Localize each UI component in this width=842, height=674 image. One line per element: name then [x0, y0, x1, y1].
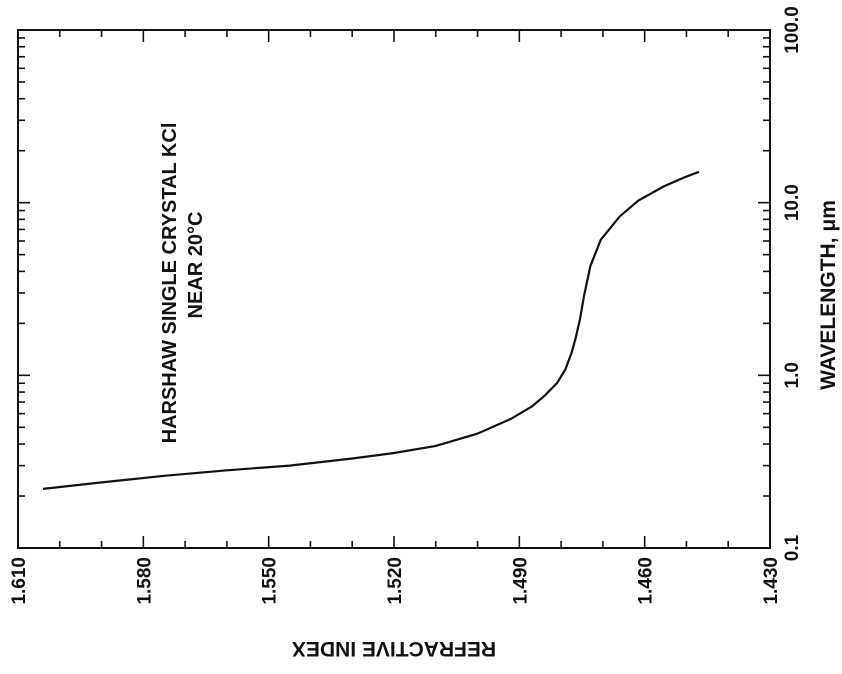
y-tick-label: 100.0: [782, 6, 803, 54]
x-tick-label: 1.490: [510, 557, 531, 605]
y-tick-label: 0.1: [782, 534, 803, 561]
y-axis-title: WAVELENGTH, μm: [817, 200, 840, 390]
plot-frame: [17, 29, 771, 549]
x-tick-label: 1.580: [134, 557, 155, 605]
series-line: [42, 170, 700, 490]
y-tick-label: 1.0: [782, 362, 803, 388]
wavelength-tick-labels: 0.1 1.0 10.0 100.0: [782, 6, 803, 561]
x-tick-label: 1.430: [761, 557, 782, 605]
index-tick-labels: 1.610 1.580 1.550 1.520 1.490 1.460 1.430: [9, 557, 782, 605]
x-tick-label: 1.520: [385, 557, 406, 605]
x-axis-title: REFRACTIVE INDEX: [292, 637, 496, 660]
annotation-line-1: HARSHAW SINGLE CRYSTAL KCl: [159, 123, 181, 444]
x-tick-label: 1.460: [636, 557, 657, 605]
annotation-line-2: NEAR 20°C: [185, 212, 207, 319]
y-tick-label: 10.0: [782, 184, 803, 221]
x-tick-label: 1.610: [9, 557, 30, 605]
x-tick-label: 1.550: [260, 557, 281, 605]
ticks: [17, 30, 771, 549]
